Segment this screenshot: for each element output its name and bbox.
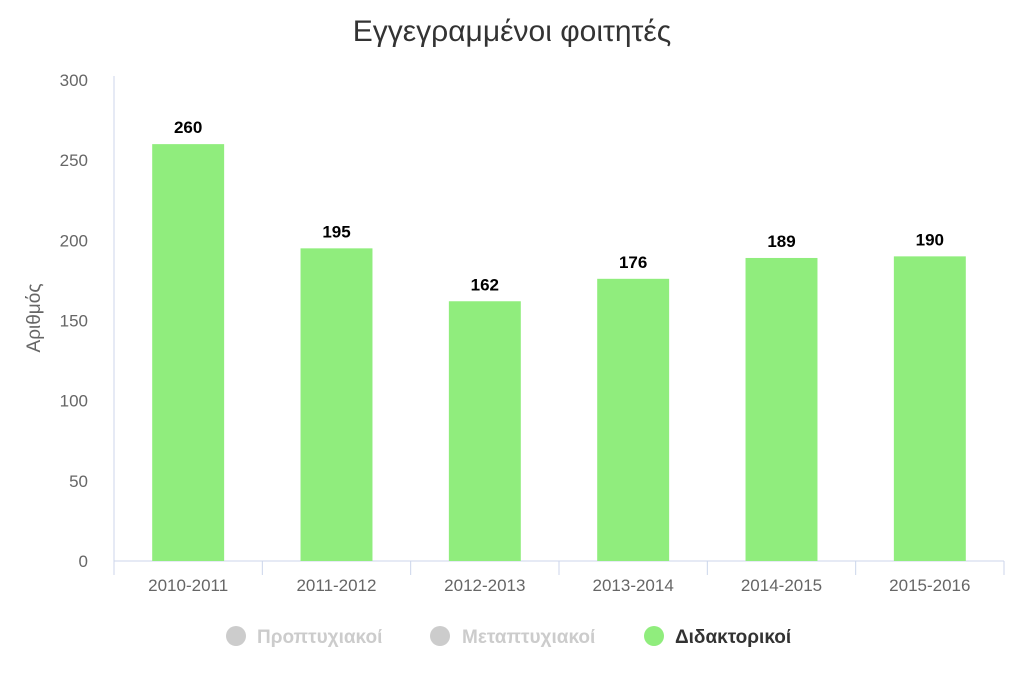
- chart-title: Εγγεγραμμένοι φοιτητές: [353, 15, 671, 48]
- x-tick-label: 2014-2015: [741, 576, 822, 595]
- bars-group: [152, 144, 966, 561]
- x-tick-label: 2010-2011: [148, 576, 228, 595]
- data-label: 176: [619, 253, 647, 272]
- bar[interactable]: [597, 278, 670, 561]
- legend-item[interactable]: Προπτυχιακοί: [226, 626, 382, 648]
- x-tick-label: 2012-2013: [444, 576, 525, 595]
- legend-marker: [644, 626, 664, 646]
- y-tick-label: 150: [60, 312, 88, 331]
- legend-marker: [226, 626, 246, 646]
- legend-item[interactable]: Μεταπτυχιακοί: [430, 626, 595, 648]
- bar[interactable]: [893, 256, 966, 561]
- legend: Προπτυχιακοί Μεταπτυχιακοί Διδακτορικοί: [226, 626, 791, 648]
- x-tick-label: 2013-2014: [593, 576, 674, 595]
- bar[interactable]: [300, 248, 373, 561]
- y-tick-label: 200: [60, 231, 88, 250]
- data-label: 162: [471, 275, 499, 294]
- axis-lines: [113, 76, 1005, 575]
- legend-label: Προπτυχιακοί: [257, 627, 382, 648]
- x-tick-label: 2011-2012: [296, 576, 376, 595]
- data-label: 189: [767, 232, 795, 251]
- y-axis-title: Αριθμός: [24, 284, 45, 353]
- y-tick-label: 300: [60, 71, 88, 90]
- data-label: 260: [174, 118, 202, 137]
- x-tick-label: 2015-2016: [889, 576, 970, 595]
- bar[interactable]: [448, 301, 521, 561]
- legend-label: Μεταπτυχιακοί: [462, 627, 595, 648]
- y-tick-label: 250: [60, 151, 88, 170]
- data-label: 190: [916, 230, 944, 249]
- legend-marker: [430, 626, 450, 646]
- data-labels-group: 260 195 162 176 189 190: [174, 118, 944, 294]
- bar[interactable]: [745, 257, 818, 561]
- y-tick-label: 0: [79, 552, 88, 571]
- y-tick-label: 100: [60, 392, 88, 411]
- x-axis-ticks: 2010-2011 2011-2012 2012-2013 2013-2014 2014…: [148, 576, 970, 595]
- legend-item[interactable]: Διδακτορικοί: [644, 626, 791, 648]
- legend-label: Διδακτορικοί: [675, 627, 791, 648]
- data-label: 195: [322, 222, 350, 241]
- y-tick-label: 50: [69, 472, 88, 491]
- y-axis-ticks: 0 50 100 150 200 250 300: [60, 71, 88, 571]
- bar[interactable]: [152, 144, 225, 561]
